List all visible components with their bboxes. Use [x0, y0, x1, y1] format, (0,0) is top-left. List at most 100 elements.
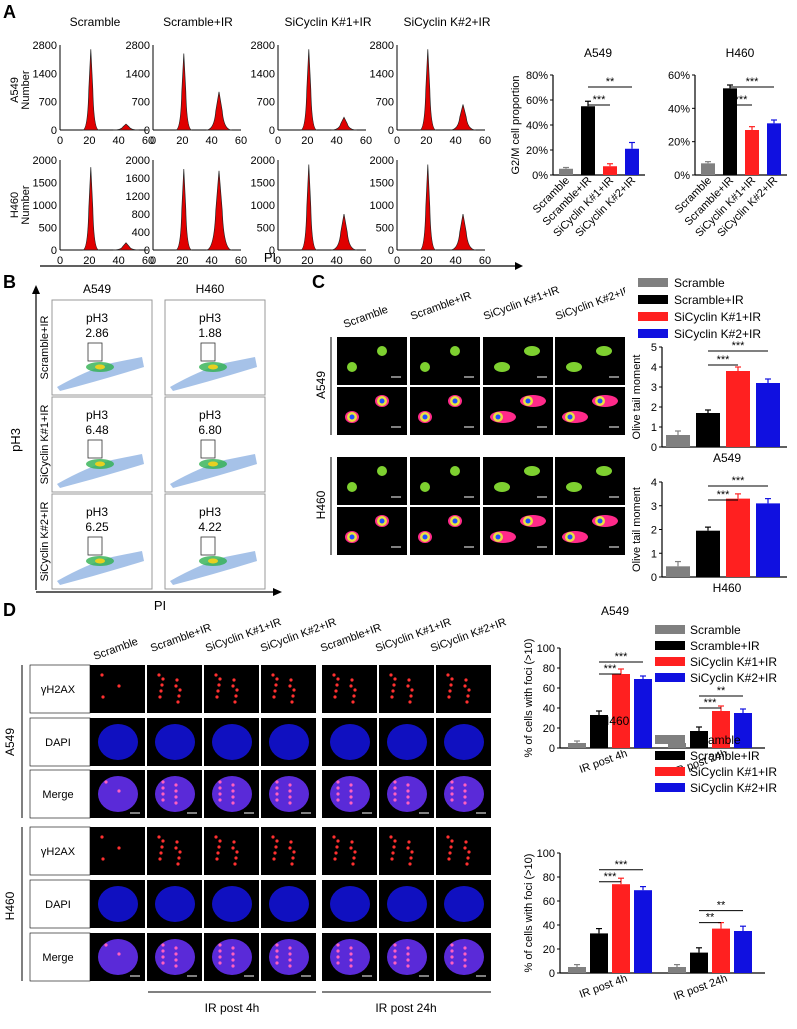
merge-foci-dot: [349, 789, 353, 793]
comet-spot: [524, 466, 540, 476]
merge-foci-dot: [231, 946, 235, 950]
comet-image: [337, 457, 407, 505]
chart-sig-label: ***: [615, 859, 629, 871]
merge-foci-dot: [463, 958, 467, 962]
foci-dot: [291, 694, 295, 698]
foci-dot: [235, 850, 239, 854]
merge-foci-dot: [393, 949, 397, 953]
foci-dot: [335, 845, 339, 849]
row-label-line: Number: [20, 185, 32, 224]
foci-dot: [233, 700, 237, 704]
foci-dot: [465, 700, 469, 704]
histogram-y-tick: 1000: [251, 200, 275, 212]
chart-bar: [745, 130, 759, 175]
chart-sig-label: ***: [615, 651, 629, 663]
chart-bar: [696, 413, 720, 447]
flow-gate-value: 4.22: [198, 520, 222, 534]
merge-foci-dot: [450, 949, 454, 953]
foci-dot: [214, 673, 218, 677]
nucleus: [330, 939, 370, 975]
foci-dot: [231, 846, 235, 850]
chart-y-tick-label: 1: [651, 548, 657, 560]
histogram-x-tick: 0: [275, 255, 281, 267]
legend-label: Scramble+IR: [674, 293, 744, 307]
chart-bar: [612, 674, 630, 748]
merge-foci-dot: [161, 955, 165, 959]
comet-spot: [420, 482, 430, 492]
stain-label: DAPI: [45, 899, 71, 911]
histogram-x-tick: 0: [394, 255, 400, 267]
comet-core: [349, 534, 355, 540]
histogram-peak: [331, 213, 357, 251]
merge-foci-dot: [275, 955, 279, 959]
histogram-y-tick: 1600: [126, 173, 150, 185]
comet-core: [379, 518, 385, 524]
foci-dot: [235, 688, 239, 692]
flow-gate-box: [87, 342, 103, 362]
chart-y-tick-label: 4: [651, 477, 657, 489]
comet-core: [422, 534, 428, 540]
comet-core: [379, 398, 385, 404]
stain-label-cell: [29, 664, 91, 714]
foci-dot: [101, 857, 105, 861]
foci-dot: [450, 839, 454, 843]
comet-spot: [347, 482, 357, 492]
foci-dot: [218, 839, 222, 843]
histogram-y-tick: 2000: [370, 155, 394, 167]
merge-foci-dot: [174, 783, 178, 787]
flow-gate-label: pH3: [199, 311, 221, 325]
comet-image: [483, 387, 553, 435]
chart-sig-label: ***: [732, 340, 746, 352]
foci-dot: [157, 673, 161, 677]
foci-dot: [409, 694, 413, 698]
comet-spot: [377, 466, 387, 476]
foci-dot: [392, 683, 396, 687]
foci-dot: [351, 700, 355, 704]
foci-dot: [175, 840, 179, 844]
legend-swatch: [638, 295, 668, 304]
flow-gate-box: [200, 342, 216, 362]
flow-cytometry-panel: A549 H460 Scramble+IR SiCyclin K#1+IR SiCycl…: [8, 282, 282, 610]
merge-foci-dot: [336, 798, 340, 802]
comet-core: [567, 534, 573, 540]
foci-dot: [446, 835, 450, 839]
merge-foci-dot: [174, 795, 178, 799]
chart-y-tick-label: 2: [651, 525, 657, 537]
foci-dot: [159, 689, 163, 693]
histogram-x-tick: 0: [150, 255, 156, 267]
comet-row-label: A549: [314, 371, 328, 399]
stain-label-cell: [29, 769, 91, 819]
merge-foci-dot: [406, 795, 410, 799]
histogram-column-title: Scramble: [70, 15, 121, 29]
chart-y-label: % of cells with foci (>10): [523, 854, 535, 973]
histogram-row-label: H460 Number: [9, 185, 32, 224]
nucleus: [212, 776, 252, 812]
foci-dot: [408, 700, 412, 704]
comet-assay-panel: Scramble Scramble+IR SiCyclin K#1+IRSiCycl…: [314, 284, 625, 555]
merge-foci-dot: [349, 964, 353, 968]
merge-foci-dot: [393, 943, 397, 947]
foci-dot: [410, 688, 414, 692]
merge-foci-dot: [218, 955, 222, 959]
legend-swatch: [655, 783, 685, 792]
merge-foci-dot: [349, 783, 353, 787]
nucleus: [387, 724, 427, 760]
merge-foci-dot: [231, 952, 235, 956]
chart-bar: [634, 890, 652, 973]
comet-image: [483, 507, 553, 555]
chart-bar: [690, 731, 708, 748]
flow-gate-box: [87, 536, 103, 556]
histogram-y-tick: 0: [388, 125, 394, 137]
histogram-y-tick: 700: [39, 97, 57, 109]
foci-dot: [159, 851, 163, 855]
chart-bar: [726, 498, 750, 577]
histogram-peak: [82, 49, 99, 131]
chart-sig-label: **: [606, 76, 615, 88]
merge-foci-dot: [393, 780, 397, 784]
foci-dot: [448, 689, 452, 693]
flow-density-peak: [208, 364, 218, 370]
chart-bar: [767, 123, 781, 175]
foci-dot: [335, 683, 339, 687]
histogram-x-tick: 40: [113, 135, 125, 147]
foci-image: [90, 665, 145, 713]
